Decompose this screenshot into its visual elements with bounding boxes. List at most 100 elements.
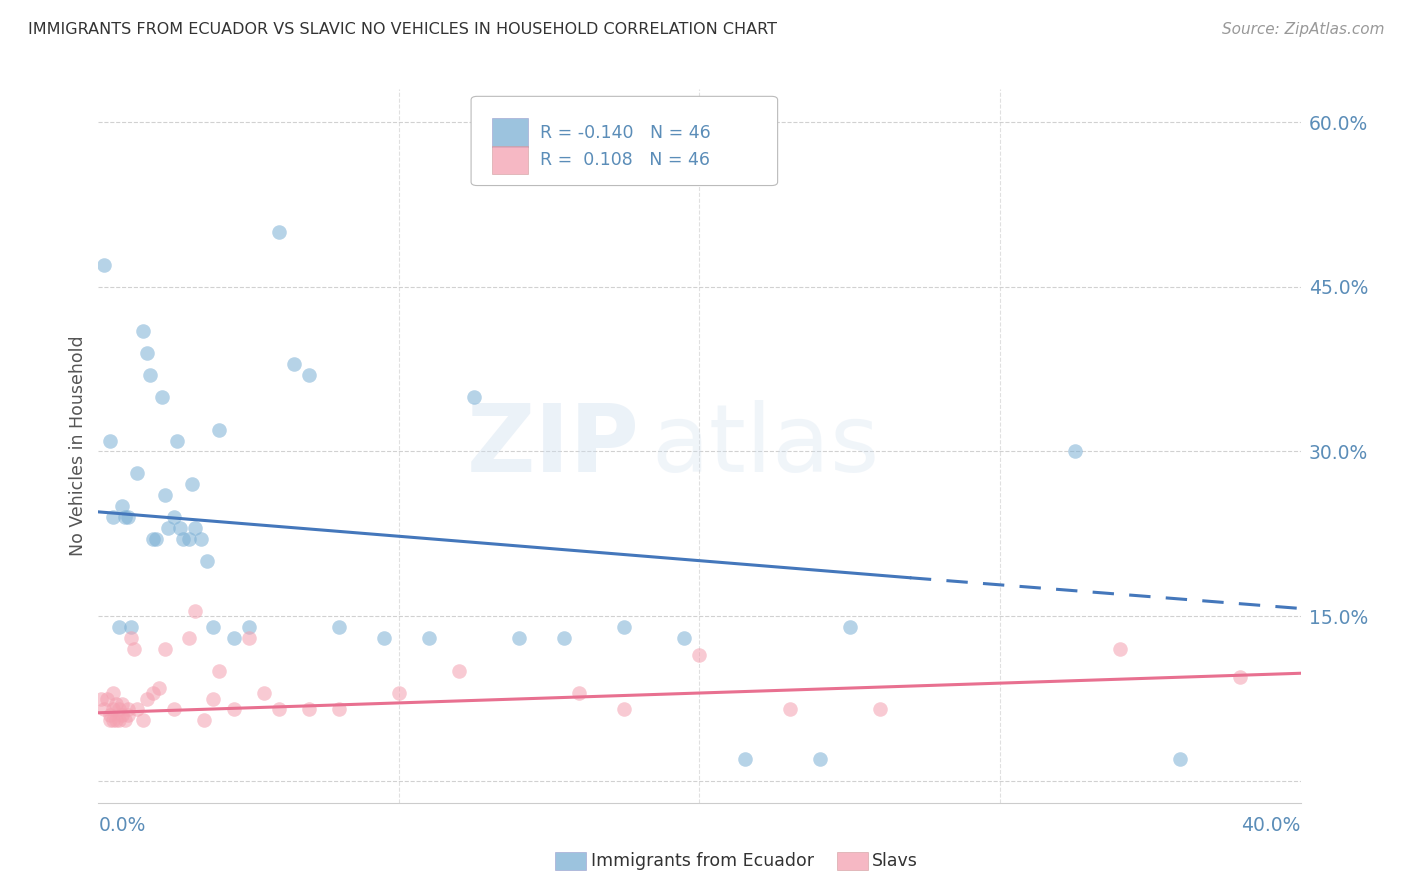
- Text: Immigrants from Ecuador: Immigrants from Ecuador: [591, 852, 814, 870]
- Point: [132, 714, 155, 728]
- Point: [127, 467, 149, 481]
- Point: [508, 631, 530, 645]
- Point: [195, 554, 218, 568]
- Point: [298, 368, 321, 382]
- Point: [138, 368, 160, 382]
- Point: [201, 620, 224, 634]
- Point: [111, 708, 134, 723]
- Point: [328, 702, 350, 716]
- Point: [135, 345, 157, 359]
- Text: Slavs: Slavs: [872, 852, 918, 870]
- Text: ZIP: ZIP: [467, 400, 640, 492]
- FancyBboxPatch shape: [471, 96, 778, 186]
- Point: [238, 631, 260, 645]
- Point: [253, 686, 276, 700]
- Point: [145, 533, 167, 547]
- Point: [135, 691, 157, 706]
- Point: [111, 500, 134, 514]
- Point: [124, 642, 146, 657]
- Point: [156, 521, 179, 535]
- Point: [103, 686, 125, 700]
- Point: [96, 691, 118, 706]
- Point: [121, 620, 143, 634]
- Point: [734, 752, 756, 766]
- Point: [463, 390, 485, 404]
- Point: [222, 631, 245, 645]
- Point: [108, 702, 131, 716]
- Point: [180, 477, 202, 491]
- Point: [103, 702, 125, 716]
- Point: [148, 681, 170, 695]
- Text: IMMIGRANTS FROM ECUADOR VS SLAVIC NO VEHICLES IN HOUSEHOLD CORRELATION CHART: IMMIGRANTS FROM ECUADOR VS SLAVIC NO VEH…: [28, 22, 778, 37]
- Point: [150, 390, 173, 404]
- Point: [1109, 642, 1132, 657]
- Point: [105, 714, 128, 728]
- FancyBboxPatch shape: [492, 145, 527, 174]
- Point: [90, 691, 112, 706]
- Point: [169, 521, 191, 535]
- Point: [613, 620, 636, 634]
- Point: [208, 664, 231, 678]
- Point: [108, 714, 131, 728]
- Point: [153, 642, 176, 657]
- Point: [100, 434, 122, 448]
- Point: [103, 714, 125, 728]
- Point: [1064, 444, 1087, 458]
- Point: [114, 714, 136, 728]
- Text: 0.0%: 0.0%: [98, 816, 146, 835]
- Point: [238, 620, 260, 634]
- Point: [553, 631, 575, 645]
- Point: [193, 714, 215, 728]
- Point: [388, 686, 411, 700]
- Point: [808, 752, 831, 766]
- Point: [114, 510, 136, 524]
- Point: [93, 258, 115, 272]
- Point: [141, 533, 163, 547]
- Point: [689, 648, 711, 662]
- Point: [183, 604, 205, 618]
- Point: [121, 631, 143, 645]
- Point: [190, 533, 212, 547]
- Point: [298, 702, 321, 716]
- Point: [1229, 669, 1251, 683]
- Point: [132, 324, 155, 338]
- Point: [100, 714, 122, 728]
- Point: [267, 702, 290, 716]
- Point: [779, 702, 801, 716]
- Point: [222, 702, 245, 716]
- Point: [283, 357, 305, 371]
- Point: [613, 702, 636, 716]
- Point: [673, 631, 696, 645]
- Text: R =  0.108   N = 46: R = 0.108 N = 46: [540, 151, 710, 169]
- Point: [838, 620, 860, 634]
- Point: [162, 702, 184, 716]
- Point: [153, 488, 176, 502]
- Point: [201, 691, 224, 706]
- Text: 40.0%: 40.0%: [1241, 816, 1301, 835]
- Point: [117, 708, 139, 723]
- Point: [103, 510, 125, 524]
- FancyBboxPatch shape: [492, 119, 527, 147]
- Point: [172, 533, 194, 547]
- Point: [100, 708, 122, 723]
- Point: [568, 686, 591, 700]
- Point: [108, 620, 131, 634]
- Point: [177, 631, 200, 645]
- Point: [418, 631, 440, 645]
- Point: [177, 533, 200, 547]
- Text: Source: ZipAtlas.com: Source: ZipAtlas.com: [1222, 22, 1385, 37]
- Point: [166, 434, 188, 448]
- Point: [869, 702, 891, 716]
- Point: [111, 697, 134, 711]
- Point: [141, 686, 163, 700]
- Point: [208, 423, 231, 437]
- Point: [1170, 752, 1192, 766]
- Point: [105, 697, 128, 711]
- Point: [373, 631, 395, 645]
- Text: R = -0.140   N = 46: R = -0.140 N = 46: [540, 124, 710, 142]
- Point: [127, 702, 149, 716]
- Point: [183, 521, 205, 535]
- Point: [162, 510, 184, 524]
- Point: [117, 510, 139, 524]
- Point: [267, 225, 290, 239]
